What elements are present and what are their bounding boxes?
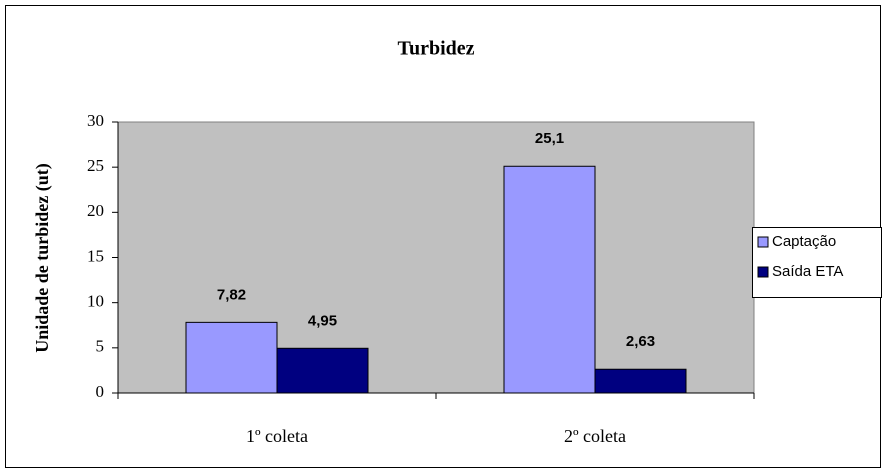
y-tick-label: 0 <box>96 382 105 401</box>
bar <box>503 165 596 394</box>
bar <box>185 321 278 394</box>
value-label: 2,63 <box>626 333 655 350</box>
y-tick-label: 10 <box>87 292 104 311</box>
x-tick-label: 2º coleta <box>564 426 626 446</box>
y-tick-label: 25 <box>87 156 104 175</box>
y-tick-label: 30 <box>87 111 104 130</box>
y-tick-label: 20 <box>87 201 104 220</box>
x-tick-label: 1º coleta <box>246 426 308 446</box>
legend-label: Saída ETA <box>772 263 843 280</box>
value-label: 25,1 <box>535 130 564 147</box>
y-tick-label: 15 <box>87 246 104 265</box>
bar <box>594 368 687 394</box>
legend-label: Captação <box>772 233 836 250</box>
y-axis-label: Unidade de turbidez (ut) <box>32 163 53 353</box>
value-label: 7,82 <box>217 286 246 303</box>
y-tick-label: 5 <box>96 337 105 356</box>
legend-box <box>752 227 882 298</box>
bar <box>276 347 369 394</box>
value-label: 4,95 <box>308 312 337 329</box>
legend-swatch <box>757 266 769 278</box>
legend-swatch <box>757 236 769 248</box>
chart-title: Turbidez <box>397 38 474 60</box>
